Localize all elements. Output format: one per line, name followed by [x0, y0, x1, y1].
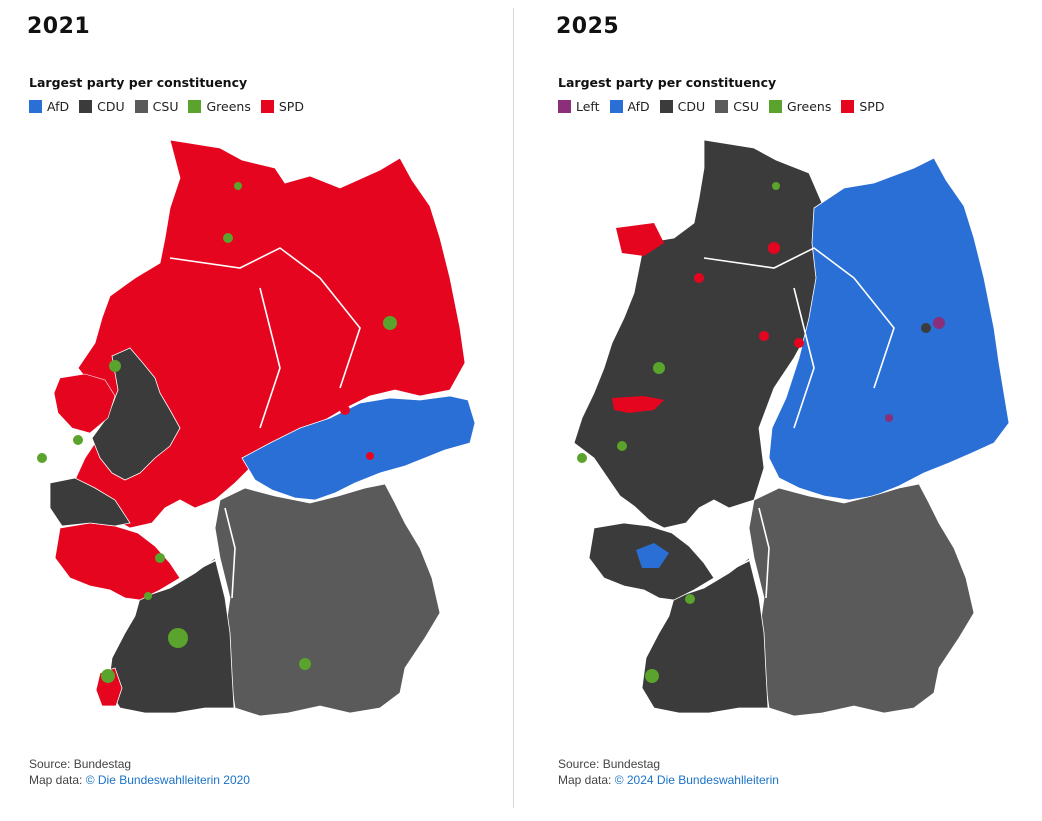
greens-spot-9	[101, 669, 115, 683]
cdu-spot-berlin	[921, 323, 931, 333]
region-csu-bavaria	[214, 483, 441, 717]
afd-swatch	[609, 100, 623, 113]
legend-item-afd: AfD	[609, 99, 650, 114]
greens-spot-4	[577, 453, 587, 463]
greens-spot-2	[653, 362, 665, 374]
greens-swatch	[188, 100, 202, 113]
legend-item-afd: AfD	[29, 99, 69, 114]
region-cdu-west	[91, 347, 181, 481]
legend: Left AfD CDU CSU Greens SPD	[558, 99, 894, 114]
source-note: Source: Bundestag Map data: © Die Bundes…	[29, 757, 250, 787]
greens-spot-11	[144, 592, 152, 600]
spd-spot-east-2	[366, 452, 374, 460]
legend-item-spd: SPD	[841, 99, 884, 114]
spd-spot-center	[794, 338, 804, 348]
state-borders	[703, 247, 895, 599]
cdu-swatch	[79, 100, 93, 113]
legend-item-cdu: CDU	[659, 99, 705, 114]
region-afd-east	[768, 157, 1010, 501]
spd-spot-east	[340, 405, 350, 415]
legend-title: Largest party per constituency	[558, 75, 777, 90]
legend-item-csu: CSU	[715, 99, 759, 114]
cdu-swatch	[659, 100, 673, 113]
greens-spot-1	[234, 182, 242, 190]
spd-spot-hannover	[759, 331, 769, 341]
mapdata-link[interactable]: © Die Bundeswahlleiterin 2020	[85, 773, 250, 787]
map-panel-2025: 2025 Largest party per constituency Left…	[514, 0, 1042, 821]
spd-swatch	[260, 100, 274, 113]
map-panel-2021: 2021 Largest party per constituency AfD …	[0, 0, 514, 821]
constituency-map-2025	[573, 139, 1010, 717]
region-spd-southwest	[54, 522, 181, 601]
legend-item-cdu: CDU	[79, 99, 125, 114]
legend-item-left: Left	[558, 99, 600, 114]
region-spd-west-inner	[53, 373, 116, 434]
source-note: Source: Bundestag Map data: © 2024 Die B…	[558, 757, 779, 787]
left-swatch	[558, 100, 571, 113]
greens-spot-1	[772, 182, 780, 190]
greens-spot-3	[383, 316, 397, 330]
greens-spot-6	[645, 669, 659, 683]
panel-divider	[513, 8, 514, 808]
left-spot-leipzig	[885, 414, 893, 422]
constituency-map-2021	[37, 139, 476, 717]
greens-spot-8	[168, 628, 188, 648]
spd-spot-bremen	[694, 273, 704, 283]
greens-spot-5	[73, 435, 83, 445]
region-csu-bavaria	[748, 483, 975, 717]
spd-swatch	[841, 100, 855, 113]
greens-spot-3	[617, 441, 627, 451]
greens-spot-7	[155, 553, 165, 563]
mapdata-link[interactable]: © 2024 Die Bundeswahlleiterin	[614, 773, 779, 787]
region-cdu-rp	[49, 477, 131, 527]
left-spot-berlin	[933, 317, 945, 329]
csu-swatch	[134, 100, 148, 113]
spd-spot-hamburg	[768, 242, 780, 254]
greens-spot-5	[685, 594, 695, 604]
greens-swatch	[769, 100, 782, 113]
year-title: 2025	[556, 14, 620, 39]
year-title: 2021	[27, 14, 91, 39]
spd-spots-ruhr	[612, 396, 664, 413]
legend-item-greens: Greens	[188, 99, 251, 114]
afd-spot-kaiserslautern	[636, 543, 669, 568]
legend-item-spd: SPD	[260, 99, 304, 114]
greens-spot-10	[299, 658, 311, 670]
greens-spot-6	[37, 453, 47, 463]
spd-spot-ostfriesland	[616, 223, 664, 256]
legend-item-csu: CSU	[134, 99, 178, 114]
legend-title: Largest party per constituency	[29, 75, 248, 90]
csu-swatch	[715, 100, 729, 113]
afd-swatch	[29, 100, 42, 113]
greens-spot-4	[109, 360, 121, 372]
state-borders	[169, 247, 361, 599]
legend-item-greens: Greens	[769, 99, 831, 114]
legend: AfD CDU CSU Greens SPD	[29, 99, 314, 114]
greens-spot-2	[223, 233, 233, 243]
